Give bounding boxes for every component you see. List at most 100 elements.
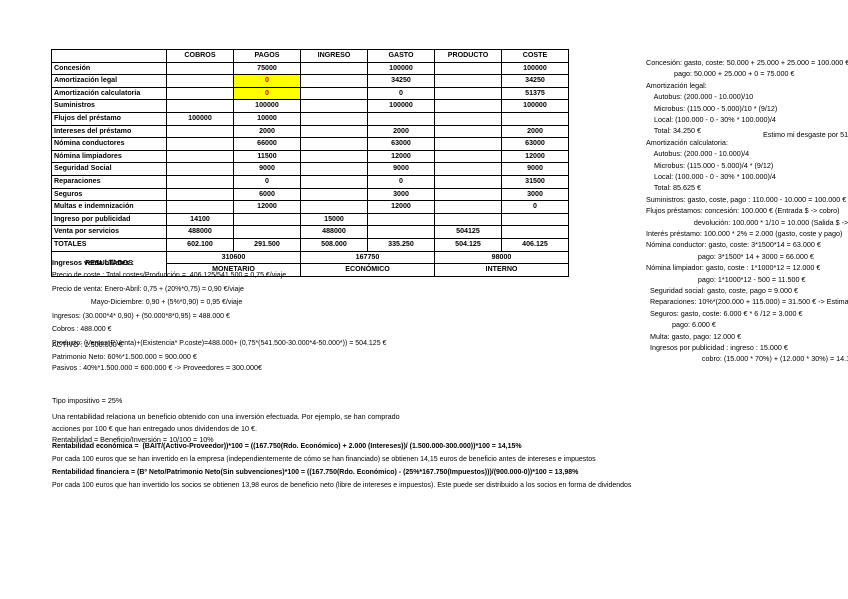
right-note-line: pago: 3*1500* 14 + 3000 = 66.000 € [646, 251, 814, 261]
cell-coste: 12000 [501, 149, 569, 164]
right-note-line: Interés préstamo: 100.000 * 2% = 2.000 (… [646, 229, 843, 238]
cell-cobros [166, 187, 234, 202]
table-row: Concesión 75000 100000 100000 [51, 61, 569, 76]
cell-cobros [166, 137, 234, 151]
row-label: Seguridad Social [51, 162, 167, 176]
ingresos-line: Cobros : 488.000 € [52, 326, 112, 334]
results-label: RESULTADOS [51, 250, 167, 277]
cell-coste: 2000 [501, 124, 569, 139]
rentabilidad-financiera-title: Rentabilidad financiera = (Bº Neto/Patri… [52, 469, 579, 476]
col-header-coste: COSTE [501, 49, 569, 63]
cell-ingreso [300, 174, 368, 189]
cell-cobros [166, 74, 234, 88]
rentabilidad-intro-line: Rentabilidad = Beneficio/Inversión = 10/… [52, 435, 214, 445]
right-note-line: pago: 1*1000*12 - 500 = 11.500 € [646, 274, 806, 284]
cell-pagos: 12000 [233, 200, 301, 214]
cell-pagos: 11500 [233, 149, 301, 164]
ingresos-line: Mayo-Diciembre: 0,90 + (5%*0,90) = 0,95 … [52, 299, 243, 307]
estimo-desgaste-note: Estimo mi desgaste por 51.375 € [763, 130, 848, 139]
right-note-line: Local: (100.000 - 0 - 30% * 100.000)/4 [646, 172, 776, 181]
cell-ingreso [300, 149, 368, 164]
cell-producto [434, 111, 502, 126]
rentabilidad-economica-note: Por cada 100 euros que se han invertido … [52, 456, 596, 463]
row-label: Venta por servicios [51, 225, 167, 239]
ingresos-venta-billetes-heading: Ingresos venta billetes : [52, 258, 134, 267]
row-label: Suministros [51, 99, 167, 113]
right-note-line: Total: 85.625 € [646, 183, 702, 193]
cell-cobros [166, 86, 234, 101]
col-header-ingreso: INGRESO [300, 49, 368, 63]
right-note-line: Amortización calculatoria: [646, 137, 728, 147]
cell-gasto [367, 212, 435, 227]
financial-table: COBROS PAGOS INGRESO GASTO PRODUCTO COST… [51, 49, 569, 277]
row-label: Reparaciones [51, 174, 167, 189]
right-note-line: Flujos préstamos: concesión: 100.000 € (… [646, 206, 840, 216]
cell-producto [434, 174, 502, 189]
cell-coste [501, 111, 569, 126]
table-body: Concesión 75000 100000 100000 Amortización l… [51, 61, 569, 277]
cell-cobros [166, 124, 234, 139]
totals-coste: 406.125 [501, 237, 569, 252]
col-header-blank [51, 49, 167, 63]
table-row: Ingreso por publicidad 14100 15000 [51, 212, 569, 227]
right-note-line: pago: 50.000 + 25.000 + 0 = 75.000 € [646, 69, 795, 79]
cell-pagos: 0 [233, 74, 301, 88]
right-note-line: Nómina limpiador: gasto, coste : 1*1000*… [646, 263, 821, 273]
cell-gasto: 12000 [367, 149, 435, 164]
row-label: Nómina conductores [51, 137, 167, 151]
right-note-line: Concesión: gasto, coste: 50.000 + 25.000… [646, 58, 848, 67]
cell-cobros: 14100 [166, 212, 234, 227]
cell-pagos [233, 225, 301, 239]
row-label: Ingreso por publicidad [51, 212, 167, 227]
cell-producto [434, 200, 502, 214]
cell-ingreso [300, 162, 368, 176]
cell-cobros: 100000 [166, 111, 234, 126]
cell-pagos: 6000 [233, 187, 301, 202]
totals-gasto: 335.250 [367, 237, 435, 252]
col-header-pagos: PAGOS [233, 49, 301, 63]
ingresos-line: Ingresos: (30.000*4* 0,90) + (50.000*8*0… [52, 312, 230, 320]
cell-coste: 100000 [501, 99, 569, 113]
cell-gasto: 3000 [367, 187, 435, 202]
right-note-line: Microbus: (115.000 - 5.000)/4 * (9/12) [646, 160, 774, 170]
results-value-1: 167750 [300, 250, 435, 265]
row-label: Nómina limpiadores [51, 149, 167, 164]
col-header-gasto: GASTO [367, 49, 435, 63]
cell-ingreso [300, 74, 368, 88]
right-note-line: Autobus: (200.000 - 10.000)/4 [646, 149, 750, 159]
totals-pagos: 291.500 [233, 237, 301, 252]
col-header-producto: PRODUCTO [434, 49, 502, 63]
right-note-line: Ingresos por publicidad : ingreso : 15.0… [646, 343, 788, 352]
rentabilidad-economica-title: Rentabilidad económica = (BAIT/(Activo-P… [52, 443, 522, 450]
row-label: Multas e indemnización [51, 200, 167, 214]
right-note-line: Autobus: (200.000 - 10.000)/10 [646, 92, 754, 102]
cell-gasto: 12000 [367, 200, 435, 214]
cell-producto [434, 149, 502, 164]
cell-cobros [166, 61, 234, 76]
results-caption-2: INTERNO [434, 263, 569, 277]
right-note-line: Nómina conductor: gasto, coste: 3*1500*1… [646, 240, 821, 250]
cell-pagos: 0 [233, 174, 301, 189]
cell-ingreso [300, 61, 368, 76]
right-note-line: Total: 34.250 € [646, 126, 702, 136]
col-header-cobros: COBROS [166, 49, 234, 63]
right-note-line: Local: (100.000 - 0 - 30% * 100.000)/4 [646, 115, 776, 124]
ingresos-line: Precio de coste : Total costes/Producció… [52, 272, 287, 279]
table-row: Amortización calculatoria 0 0 51375 [51, 86, 569, 101]
right-note-line: Reparaciones: 10%*(200.000 + 115.000) = … [649, 297, 848, 307]
table-row: Multas e indemnización 12000 12000 0 [51, 200, 569, 214]
cell-producto [434, 137, 502, 151]
table-row: Flujos del préstamo 100000 10000 [51, 111, 569, 126]
table-row: Nómina conductores 66000 63000 63000 [51, 137, 569, 151]
cell-ingreso [300, 99, 368, 113]
cell-pagos: 0 [233, 86, 301, 101]
ingresos-line: Precio de venta: Enero-Abril: 0,75 + (20… [52, 285, 244, 293]
table-row: Amortización legal 0 34250 34250 [51, 74, 569, 88]
row-label: Amortización legal [51, 74, 167, 88]
totals-label: TOTALES [51, 237, 167, 252]
cell-producto [434, 187, 502, 202]
right-note-line: cobro: (15.000 * 70%) + (12.000 * 30%) =… [646, 354, 848, 364]
totals-producto: 504.125 [434, 237, 502, 252]
activo-line: Patrimonio Neto: 60%*1.500.000 = 900.000… [52, 351, 197, 361]
